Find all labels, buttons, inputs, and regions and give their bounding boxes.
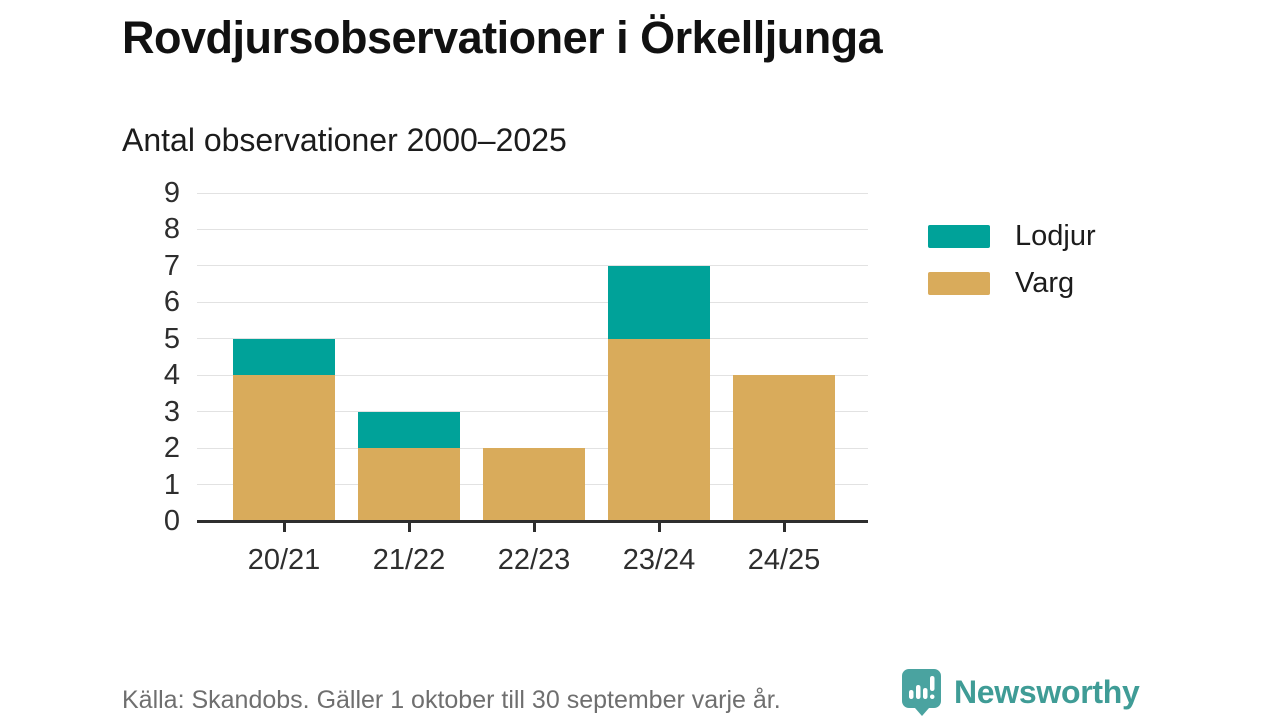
gridline-y9 [197,192,868,194]
x-axis-tick [782,523,786,532]
bar-20-21-varg [233,375,335,521]
legend-item-lodjur: Lodjur [928,219,1096,252]
y-axis-tick-label: 1 [163,468,180,501]
x-axis-tick-label: 22/23 [497,544,571,576]
source-note: Källa: Skandobs. Gäller 1 oktober till 3… [122,686,781,714]
y-axis-tick-label: 8 [163,213,180,246]
y-axis-tick-label: 4 [163,359,180,392]
gridline-y3 [197,411,868,413]
gridline-y4 [197,374,868,376]
x-axis-tick [407,523,411,532]
bar-21-22-lodjur [358,411,460,449]
bar-24-25-varg [733,375,835,521]
y-axis-tick-label: 2 [163,432,180,465]
x-axis-tick-label: 24/25 [747,544,821,576]
gridline-y8 [197,228,868,230]
x-axis-tick [532,523,536,532]
legend-label-varg: Varg [1015,266,1075,299]
newsworthy-logo-text: Newsworthy [954,674,1140,710]
x-axis-line [197,519,868,523]
x-axis-tick-label: 21/22 [372,544,446,576]
gridline-y5 [197,338,868,340]
bar-22-23-varg [483,448,585,521]
legend-item-varg: Varg [928,266,1096,299]
y-axis-tick-label: 5 [163,322,180,355]
bar-23-24-lodjur [608,265,710,339]
bar-21-22-varg [358,448,460,521]
y-axis-tick-label: 9 [163,177,180,209]
bar-20-21-lodjur [233,338,335,376]
y-axis-tick-label: 7 [163,249,180,282]
x-axis-tick [657,523,661,532]
newsworthy-logo-icon [902,669,941,716]
y-axis-tick-label: 6 [163,286,180,319]
y-axis-tick-label: 3 [163,395,180,428]
newsworthy-logo: Newsworthy [901,668,1140,716]
gridline-y7 [197,265,868,267]
chart-subtitle: Antal observationer 2000–2025 [122,122,567,158]
chart-title: Rovdjursobservationer i Örkelljunga [122,12,883,63]
bar-23-24-varg [608,338,710,521]
legend-swatch-lodjur [928,224,990,248]
x-axis-tick-label: 20/21 [247,544,321,576]
gridline-y6 [197,301,868,303]
y-axis-tick-label: 0 [163,505,180,537]
chart-legend: Lodjur Varg [928,219,1096,318]
legend-label-lodjur: Lodjur [1015,219,1096,252]
x-axis-tick [282,523,286,532]
legend-swatch-varg [928,271,990,295]
x-axis-tick-label: 23/24 [622,544,696,576]
